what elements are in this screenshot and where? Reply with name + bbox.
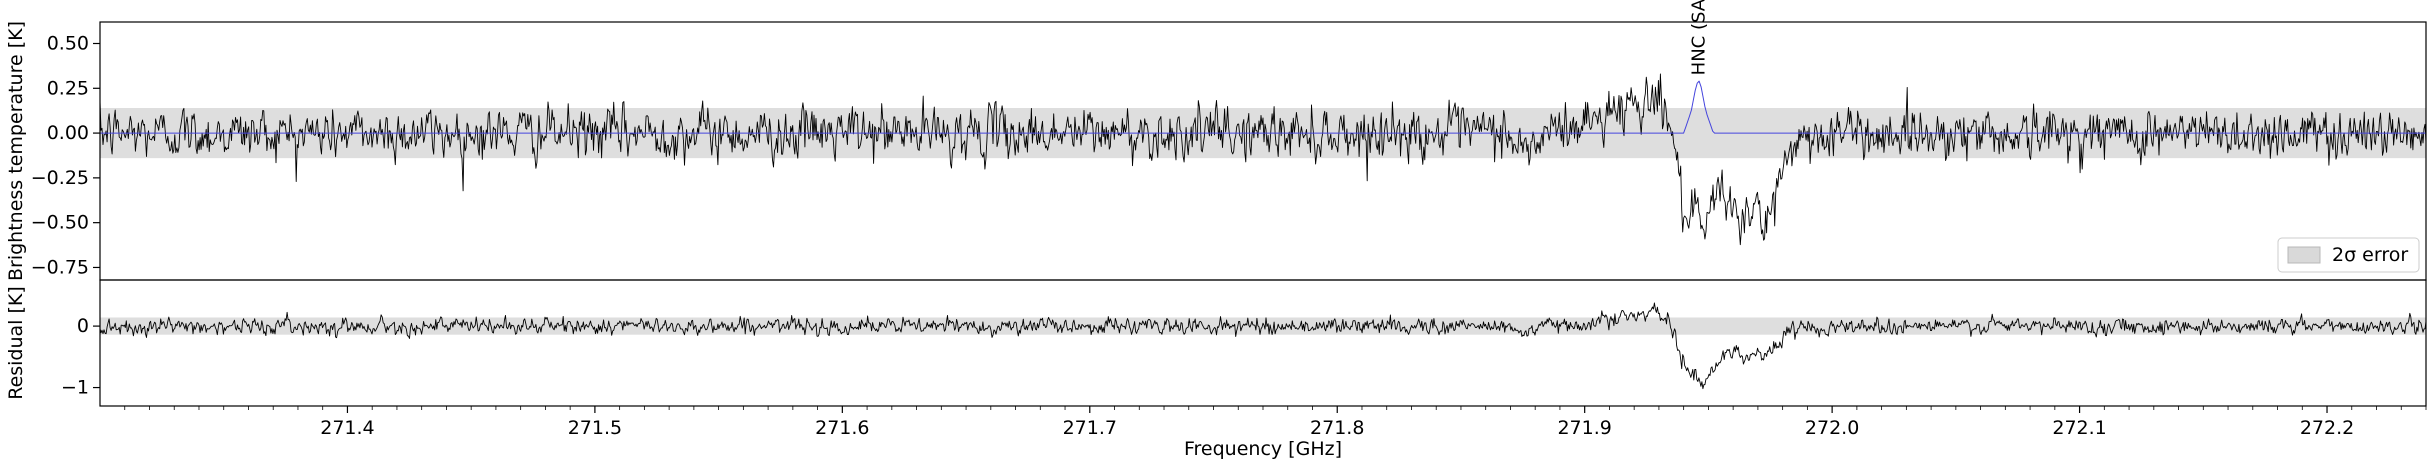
hnc-annotation: HNC (SA) (1689, 0, 1710, 75)
y-tick-label: −0.50 (31, 212, 89, 234)
x-tick-label: 271.5 (568, 417, 622, 439)
y-tick-label: −0.25 (31, 167, 89, 189)
y-tick-label: −0.75 (31, 256, 89, 278)
x-axis-label: Frequency [GHz] (1184, 438, 1342, 460)
x-tick-label: 271.9 (1557, 417, 1611, 439)
x-tick-label: 271.6 (815, 417, 869, 439)
error-band (100, 317, 2426, 335)
legend: 2σ error (2277, 237, 2420, 273)
x-tick-label: 272.1 (2052, 417, 2106, 439)
x-tick-label: 272.0 (1805, 417, 1859, 439)
y-tick-label: −1 (61, 377, 89, 399)
x-tick-label: 271.8 (1310, 417, 1364, 439)
x-tick-label: 271.4 (320, 417, 374, 439)
y-tick-label: 0 (77, 315, 89, 337)
y-tick-label: 0.50 (47, 33, 89, 55)
legend-error-swatch (2287, 246, 2321, 264)
observed-spectrum-line (99, 73, 2427, 246)
x-tick-label: 271.7 (1063, 417, 1117, 439)
y-tick-label: 0.25 (47, 77, 89, 99)
x-tick-label: 272.2 (2300, 417, 2354, 439)
residual-y-axis-label: Residual [K] (5, 286, 27, 400)
residual-panel: 0 −1 271.4 271.5 271.6 271.7 271.8 271.9 272.0 27… (5, 279, 2427, 460)
main-y-axis-label: Brightness temperature [K] (5, 21, 27, 281)
residual-axes-frame (99, 279, 2427, 407)
legend-label: 2σ error (2332, 244, 2408, 266)
main-panel: 0.50 0.25 0.00 −0.25 −0.50 −0.75 Brightness t… (5, 0, 2427, 281)
model-spectrum-line (100, 80, 2426, 134)
y-tick-label: 0.00 (47, 122, 89, 144)
residual-spectrum-line (99, 302, 2427, 390)
